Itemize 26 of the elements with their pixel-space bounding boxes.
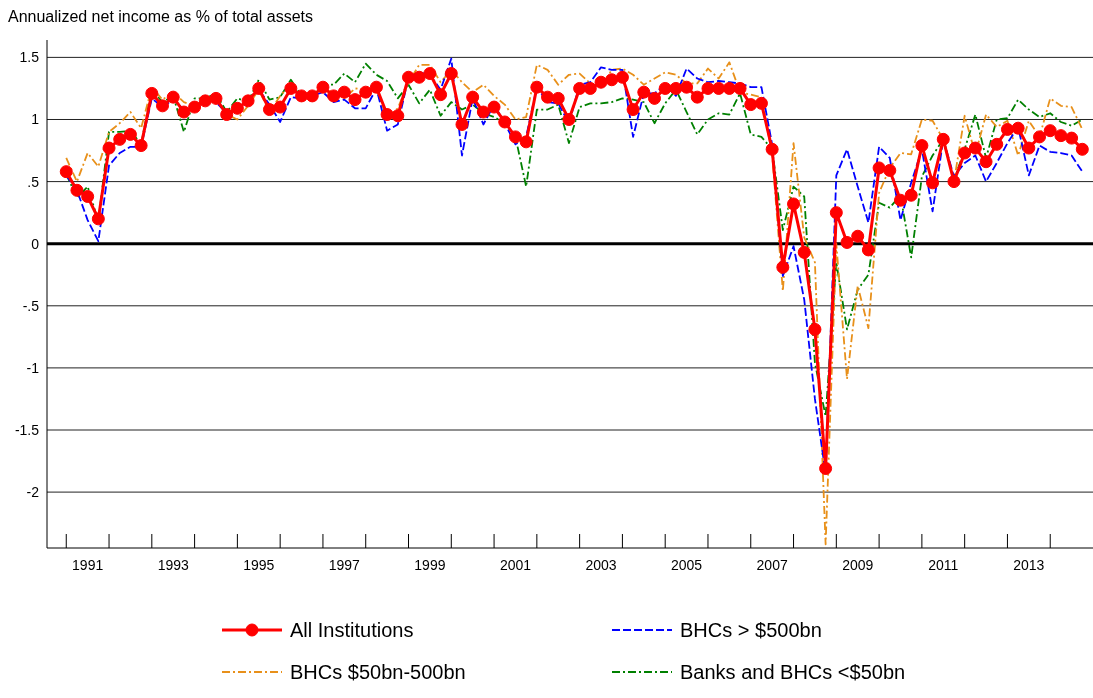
x-tick-label: 2013: [1013, 557, 1045, 573]
x-tick-label: 2003: [585, 557, 617, 573]
x-tick-label: 2007: [756, 557, 788, 573]
y-tick-label: .5: [27, 173, 40, 190]
x-tick-label: 1993: [157, 557, 189, 573]
y-tick-label: 1: [31, 111, 40, 128]
y-tick-label: -.5: [22, 297, 40, 314]
x-tick-label: 2001: [499, 557, 532, 573]
y-tick-label: -1: [26, 359, 40, 376]
legend-label: All Institutions: [290, 619, 414, 641]
y-tick-label: -1.5: [14, 421, 40, 438]
x-tick-label: 2005: [671, 557, 703, 573]
x-tick-label: 1991: [72, 557, 104, 573]
y-tick-label: 1.5: [19, 49, 40, 66]
line-series: [65, 61, 1084, 546]
x-tick-label: 2011: [928, 557, 959, 573]
y-tick-label: -2: [26, 484, 40, 501]
x-tick-label: 1995: [243, 557, 275, 573]
x-tick-label: 1999: [414, 557, 446, 573]
y-axis-title: Annualized net income as % of total assets: [8, 8, 314, 26]
y-tick-label: 0: [31, 235, 40, 252]
legend-label: Banks and BHCs <$50bn: [680, 661, 906, 683]
legend-label: BHCs > $500bn: [680, 619, 822, 641]
x-tick-label: 2009: [842, 557, 874, 573]
legend-label: BHCs $50bn-500bn: [290, 661, 466, 683]
x-tick-label: 1997: [328, 557, 361, 573]
